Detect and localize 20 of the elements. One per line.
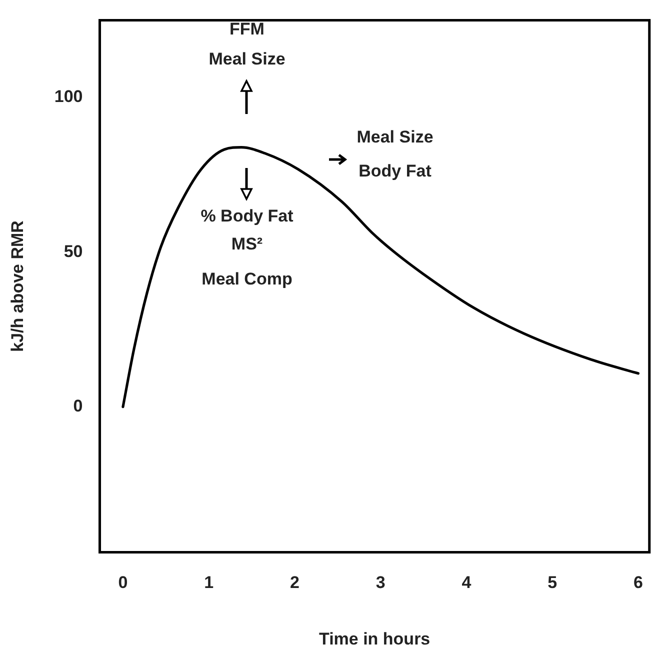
x-tick-label: 4 bbox=[462, 573, 472, 592]
line-series bbox=[122, 146, 640, 408]
x-tick-label: 6 bbox=[633, 573, 643, 592]
x-tick-label: 0 bbox=[118, 573, 128, 592]
annotation: % Body Fat bbox=[200, 206, 294, 226]
y-axis-title: kJ/h above RMR bbox=[8, 220, 27, 352]
x-tick-label: 5 bbox=[548, 573, 558, 592]
x-tick-label: 3 bbox=[376, 573, 386, 592]
x-tick-label: 2 bbox=[290, 573, 300, 592]
y-tick-label: 100 bbox=[54, 87, 83, 106]
annotation: Meal Size bbox=[208, 50, 286, 69]
annotation: Body Fat bbox=[358, 162, 432, 181]
x-axis-title: Time in hours bbox=[318, 629, 430, 648]
annotation: FFM bbox=[230, 20, 264, 39]
annotation: Meal Comp bbox=[202, 270, 292, 289]
y-tick-label: 0 bbox=[73, 396, 83, 416]
x-tick-label: 1 bbox=[204, 573, 214, 592]
annotation: Meal Size bbox=[356, 128, 434, 147]
y-tick-label: 50 bbox=[64, 242, 83, 261]
annotation: MS² bbox=[231, 234, 263, 254]
